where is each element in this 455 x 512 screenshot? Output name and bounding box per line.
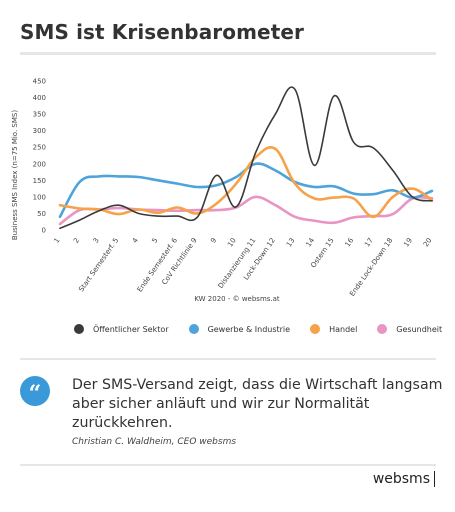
y-axis-label: Business SMS Index (n=75 Mio. SMS) — [11, 110, 19, 240]
y-tick-label: 300 — [33, 127, 46, 135]
quote-text: Der SMS-Versand zeigt, dass die Wirtscha… — [72, 377, 443, 431]
chart-legend: Öffentlicher Sektor Gewerbe & Industrie Ha… — [74, 324, 455, 334]
legend-item: Handel — [310, 324, 357, 334]
legend-label: Gesundheit — [396, 324, 443, 334]
legend-label: Öffentlicher Sektor — [93, 324, 169, 334]
x-tick-label: 10 — [226, 237, 238, 249]
x-tick-label: 13 — [285, 237, 297, 249]
y-axis-ticks: 0 50 100 150 200 250 300 350 400 450 — [33, 78, 46, 235]
x-tick-label: 17 — [363, 237, 375, 249]
legend-label: Gewerbe & Industrie — [207, 324, 291, 334]
y-tick-label: 350 — [33, 111, 46, 119]
legend-swatch — [188, 324, 199, 334]
x-tick-label: 20 — [422, 237, 434, 249]
legend-item: Gewerbe & Industrie — [188, 324, 291, 334]
x-axis-label: KW 2020 - © websms.at — [194, 295, 280, 303]
page-title: SMS ist Krisenbarometer — [20, 20, 304, 44]
y-tick-label: 200 — [33, 160, 46, 168]
title-divider — [20, 52, 436, 55]
series-line-handel — [58, 145, 434, 219]
brand-logo: websms — [373, 471, 435, 487]
quote-author: Christian C. Waldheim, CEO websms — [72, 437, 237, 447]
x-tick-label: 9 — [209, 237, 218, 245]
footer-divider — [20, 464, 436, 466]
x-tick-label: 1 — [53, 237, 62, 245]
legend-swatch — [310, 324, 321, 334]
y-tick-label: 150 — [33, 177, 46, 185]
legend-item: Öffentlicher Sektor — [74, 324, 169, 334]
legend-label: Handel — [329, 324, 358, 334]
x-tick-label: 19 — [402, 237, 414, 249]
x-tick-label: 4 — [131, 236, 140, 245]
y-tick-label: 0 — [42, 227, 46, 235]
quote-icon: “ — [20, 376, 50, 407]
y-tick-label: 250 — [33, 144, 46, 152]
x-tick-label: 5 — [150, 237, 159, 245]
y-tick-label: 400 — [33, 94, 46, 102]
y-tick-label: 50 — [37, 210, 46, 218]
legend-swatch — [377, 324, 388, 334]
y-tick-label: 450 — [33, 78, 46, 86]
x-tick-label: 3 — [92, 237, 101, 245]
x-tick-label: 14 — [304, 236, 316, 248]
x-tick-label: 16 — [344, 236, 356, 248]
x-tick-label: Start Semesterf. 5 — [77, 237, 120, 294]
legend-swatch — [74, 324, 84, 334]
legend-item: Gesundheit — [377, 324, 442, 334]
series-lines — [58, 86, 434, 230]
series-line-öffentlicher-sektor — [59, 86, 433, 230]
series-line-gesundheit — [58, 195, 434, 226]
y-tick-label: 100 — [33, 193, 46, 201]
x-tick-label: 2 — [72, 237, 81, 245]
chart-divider — [20, 358, 436, 360]
